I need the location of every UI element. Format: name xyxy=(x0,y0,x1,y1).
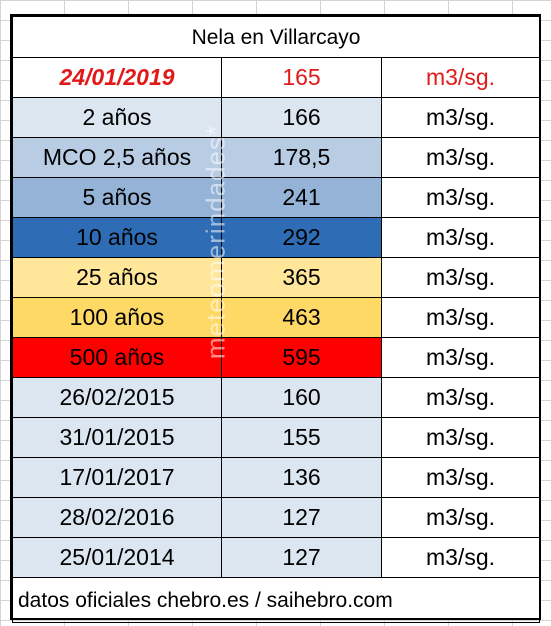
row-label: 5 años xyxy=(12,177,222,218)
table-row: 500 años 595 m3/sg. xyxy=(12,337,540,378)
row-value: 166 xyxy=(221,97,382,138)
row-unit: m3/sg. xyxy=(381,217,540,258)
row-unit: m3/sg. xyxy=(381,417,540,458)
row-value: 155 xyxy=(221,417,382,458)
row-unit: m3/sg. xyxy=(381,377,540,418)
row-unit: m3/sg. xyxy=(381,257,540,298)
row-value: 365 xyxy=(221,257,382,298)
row-unit: m3/sg. xyxy=(381,137,540,178)
footer-row: datos oficiales chebro.es / saihebro.com xyxy=(12,577,540,623)
row-value: 463 xyxy=(221,297,382,338)
row-label: 26/02/2015 xyxy=(12,377,222,418)
table-row: 5 años 241 m3/sg. xyxy=(12,177,540,218)
row-unit: m3/sg. xyxy=(381,177,540,218)
row-value: 127 xyxy=(221,497,382,538)
table-row: 31/01/2015 155 m3/sg. xyxy=(12,417,540,458)
table-row: 17/01/2017 136 m3/sg. xyxy=(12,457,540,498)
table-row: 25 años 365 m3/sg. xyxy=(12,257,540,298)
row-value: 178,5 xyxy=(221,137,382,178)
table-title: Nela en Villarcayo xyxy=(12,16,540,58)
row-label: 500 años xyxy=(12,337,222,378)
table-row: 100 años 463 m3/sg. xyxy=(12,297,540,338)
row-label: 100 años xyxy=(12,297,222,338)
row-value: 241 xyxy=(221,177,382,218)
flow-table: Nela en Villarcayo 24/01/2019 165 m3/sg.… xyxy=(12,16,540,623)
row-label: 17/01/2017 xyxy=(12,457,222,498)
row-unit: m3/sg. xyxy=(381,97,540,138)
row-label: 10 años xyxy=(12,217,222,258)
source-footer: datos oficiales chebro.es / saihebro.com xyxy=(12,577,540,623)
row-value: 127 xyxy=(221,537,382,578)
row-unit: m3/sg. xyxy=(381,537,540,578)
row-label: MCO 2,5 años xyxy=(12,137,222,178)
row-value: 160 xyxy=(221,377,382,418)
row-value: 595 xyxy=(221,337,382,378)
title-row: Nela en Villarcayo xyxy=(12,16,540,58)
row-label: 25/01/2014 xyxy=(12,537,222,578)
row-unit: m3/sg. xyxy=(381,337,540,378)
row-label: 28/02/2016 xyxy=(12,497,222,538)
table-row: MCO 2,5 años 178,5 m3/sg. xyxy=(12,137,540,178)
row-value: 165 xyxy=(221,57,382,98)
table-row: 2 años 166 m3/sg. xyxy=(12,97,540,138)
row-value: 292 xyxy=(221,217,382,258)
table-row: 24/01/2019 165 m3/sg. xyxy=(12,57,540,98)
table-row: 28/02/2016 127 m3/sg. xyxy=(12,497,540,538)
table-row: 26/02/2015 160 m3/sg. xyxy=(12,377,540,418)
row-label: 25 años xyxy=(12,257,222,298)
row-unit: m3/sg. xyxy=(381,57,540,98)
row-unit: m3/sg. xyxy=(381,297,540,338)
table-row: 10 años 292 m3/sg. xyxy=(12,217,540,258)
row-unit: m3/sg. xyxy=(381,497,540,538)
row-label: 31/01/2015 xyxy=(12,417,222,458)
flow-table-container: Nela en Villarcayo 24/01/2019 165 m3/sg.… xyxy=(10,14,541,623)
row-value: 136 xyxy=(221,457,382,498)
row-unit: m3/sg. xyxy=(381,457,540,498)
table-row: 25/01/2014 127 m3/sg. xyxy=(12,537,540,578)
row-label: 24/01/2019 xyxy=(12,57,222,98)
row-label: 2 años xyxy=(12,97,222,138)
